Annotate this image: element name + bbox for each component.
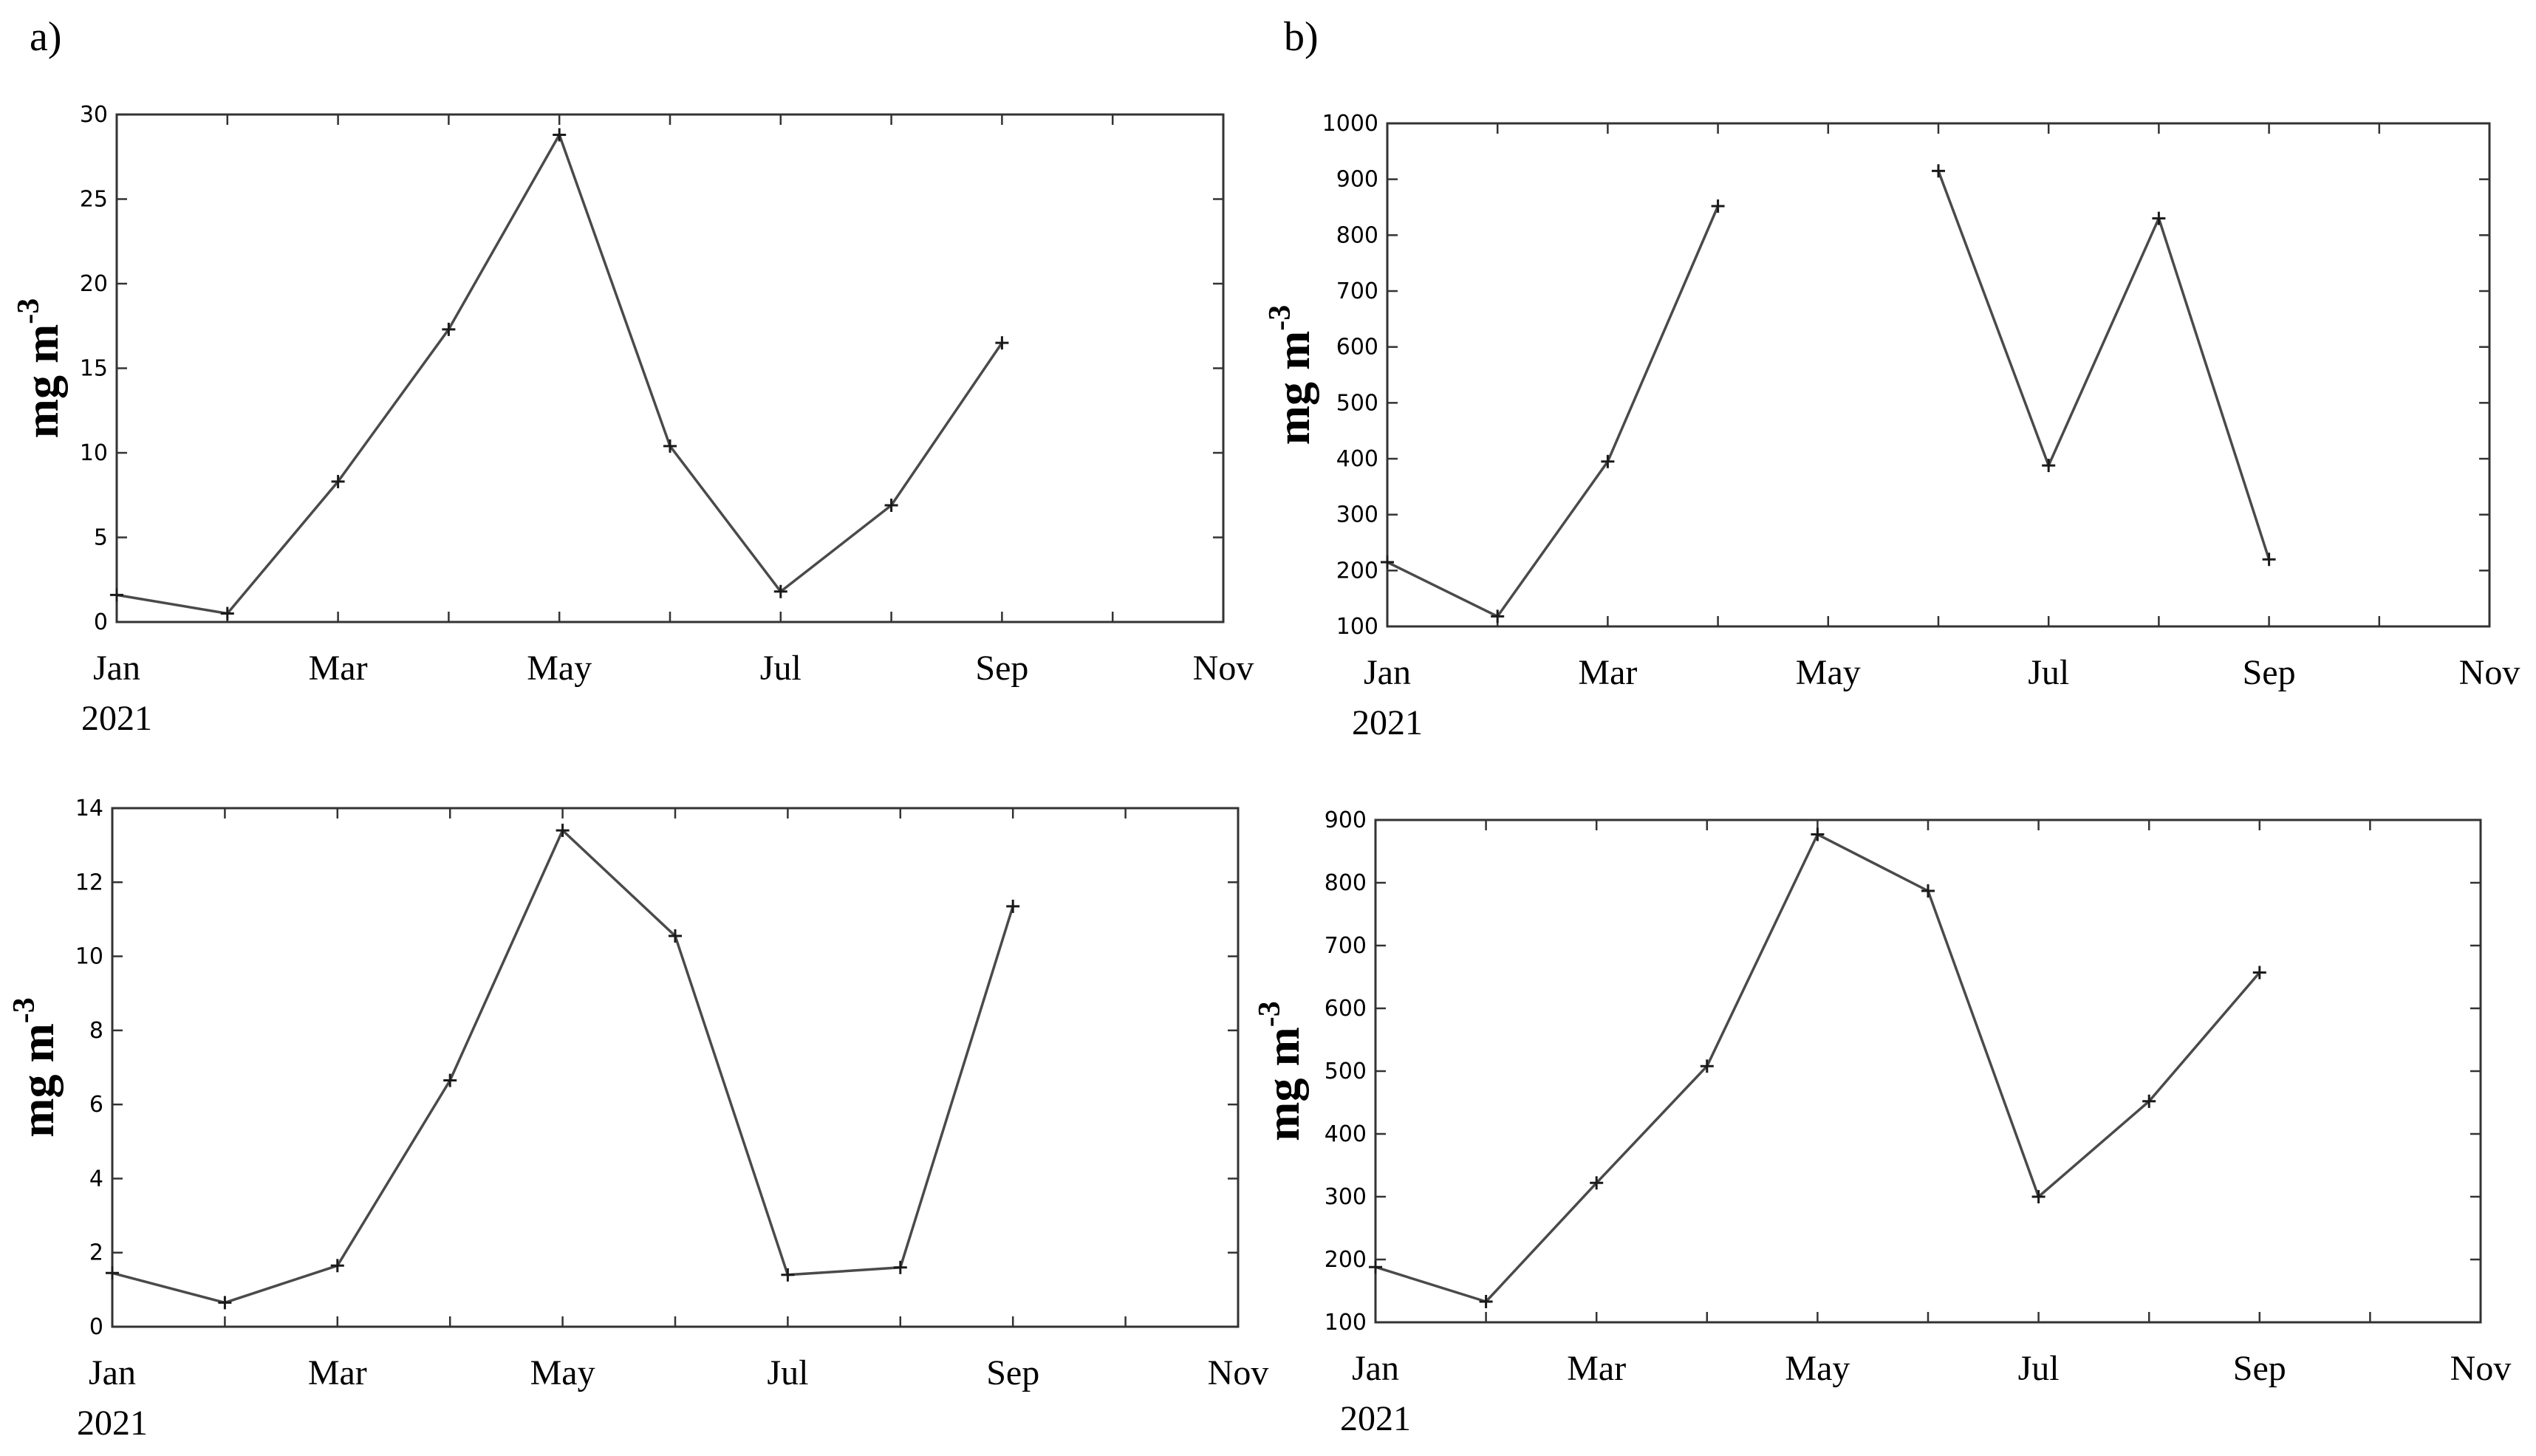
- y-tick-label: 700: [1325, 933, 1367, 959]
- y-tick-label: 8: [89, 1018, 103, 1044]
- year-label: 2021: [1352, 703, 1423, 742]
- year-label: 2021: [1340, 1399, 1411, 1438]
- y-tick-label: 0: [89, 1314, 103, 1340]
- x-tick-label: Sep: [975, 649, 1028, 688]
- y-tick-label: 12: [75, 869, 103, 895]
- y-tick-label: 10: [75, 944, 103, 970]
- y-axis-label: mg m-3: [1263, 305, 1319, 445]
- y-tick-label: 25: [80, 187, 108, 213]
- y-axis-label: mg m-3: [12, 298, 68, 439]
- series-line-segment-0: [1375, 833, 2261, 1303]
- x-tick-label: Nov: [2450, 1349, 2512, 1388]
- chart-b-top: 100 200 300 400 500 600 700 800 900 1000 Jan Mar May…: [1263, 111, 2520, 742]
- x-tick-label: May: [530, 1353, 595, 1392]
- y-tick-label: 200: [1336, 558, 1378, 584]
- y-tick-label: 100: [1325, 1310, 1367, 1336]
- x-tick-label: Jan: [1364, 653, 1411, 692]
- x-tick-label: May: [1796, 653, 1861, 692]
- y-tick-label: 200: [1325, 1247, 1367, 1273]
- plot-frame: [111, 807, 1240, 1328]
- y-tick-label: 600: [1325, 996, 1367, 1022]
- series-line-segment-0: [116, 133, 1003, 615]
- y-tick-label: 500: [1325, 1059, 1367, 1084]
- y-tick-label: 14: [75, 796, 103, 821]
- y-tick-label: 900: [1336, 167, 1378, 193]
- y-tick-label: 300: [1325, 1184, 1367, 1210]
- x-tick-label: May: [1785, 1349, 1850, 1388]
- x-tick-label: Mar: [309, 649, 368, 688]
- panel-label-b: b): [1284, 14, 1319, 60]
- x-tick-label: Jan: [1352, 1349, 1399, 1388]
- y-tick-label: 0: [94, 609, 108, 635]
- y-tick-label: 10: [80, 440, 108, 466]
- series-line-segment-0: [1387, 205, 1720, 618]
- x-tick-label: Mar: [1578, 653, 1637, 692]
- y-axis-label: mg m-3: [7, 997, 64, 1138]
- x-tick-label: Sep: [2233, 1349, 2286, 1388]
- x-tick-label: Nov: [2459, 653, 2520, 692]
- x-tick-label: Nov: [1193, 649, 1254, 688]
- y-tick-label: 600: [1336, 335, 1378, 360]
- x-tick-label: Jul: [767, 1353, 808, 1392]
- y-tick-label: 20: [80, 271, 108, 297]
- x-tick-label: Sep: [2243, 653, 2296, 692]
- y-tick-label: 800: [1336, 222, 1378, 248]
- x-tick-label: Jul: [2018, 1349, 2060, 1388]
- x-tick-label: Mar: [308, 1353, 367, 1392]
- y-tick-label: 2: [89, 1240, 103, 1266]
- x-tick-label: Jul: [760, 649, 802, 688]
- y-tick-label: 400: [1336, 446, 1378, 472]
- y-tick-label: 300: [1336, 502, 1378, 528]
- y-tick-label: 15: [80, 356, 108, 382]
- x-tick-label: Mar: [1567, 1349, 1626, 1388]
- y-tick-label: 700: [1336, 278, 1378, 304]
- y-tick-label: 400: [1325, 1121, 1367, 1147]
- x-tick-label: Nov: [1208, 1353, 1269, 1392]
- year-label: 2021: [77, 1404, 148, 1443]
- y-tick-label: 500: [1336, 390, 1378, 416]
- x-tick-label: Jan: [89, 1353, 136, 1392]
- year-label: 2021: [81, 699, 152, 738]
- series-line-segment-0: [112, 829, 1014, 1305]
- x-tick-label: May: [527, 649, 592, 688]
- chart-a-bottom: 0 2 4 6 8 10 12 14 Jan Mar May Jul Sep Nov 2021 mg m-3: [7, 796, 1268, 1443]
- plot-frame: [1386, 122, 2491, 628]
- y-tick-label: 6: [89, 1092, 103, 1118]
- series-line-segment-1: [1937, 170, 2271, 560]
- y-axis-label: mg m-3: [1253, 1001, 1309, 1141]
- y-tick-label: 30: [80, 102, 108, 128]
- x-tick-label: Jul: [2028, 653, 2069, 692]
- x-tick-label: Sep: [986, 1353, 1039, 1392]
- y-tick-label: 5: [94, 525, 108, 551]
- y-tick-label: 900: [1325, 807, 1367, 833]
- y-tick-label: 100: [1336, 614, 1378, 640]
- y-tick-label: 800: [1325, 870, 1367, 896]
- chart-b-bottom: 100 200 300 400 500 600 700 800 900 Jan Mar May Jul S…: [1253, 807, 2511, 1438]
- y-tick-label: 1000: [1322, 111, 1378, 137]
- y-tick-label: 4: [89, 1166, 103, 1192]
- x-tick-label: Jan: [93, 649, 140, 688]
- panel-label-a: a): [30, 14, 62, 60]
- chart-a-top: 0 5 10 15 20 25 30 Jan Mar May Jul Sep Nov 2021 mg m-3: [12, 102, 1254, 738]
